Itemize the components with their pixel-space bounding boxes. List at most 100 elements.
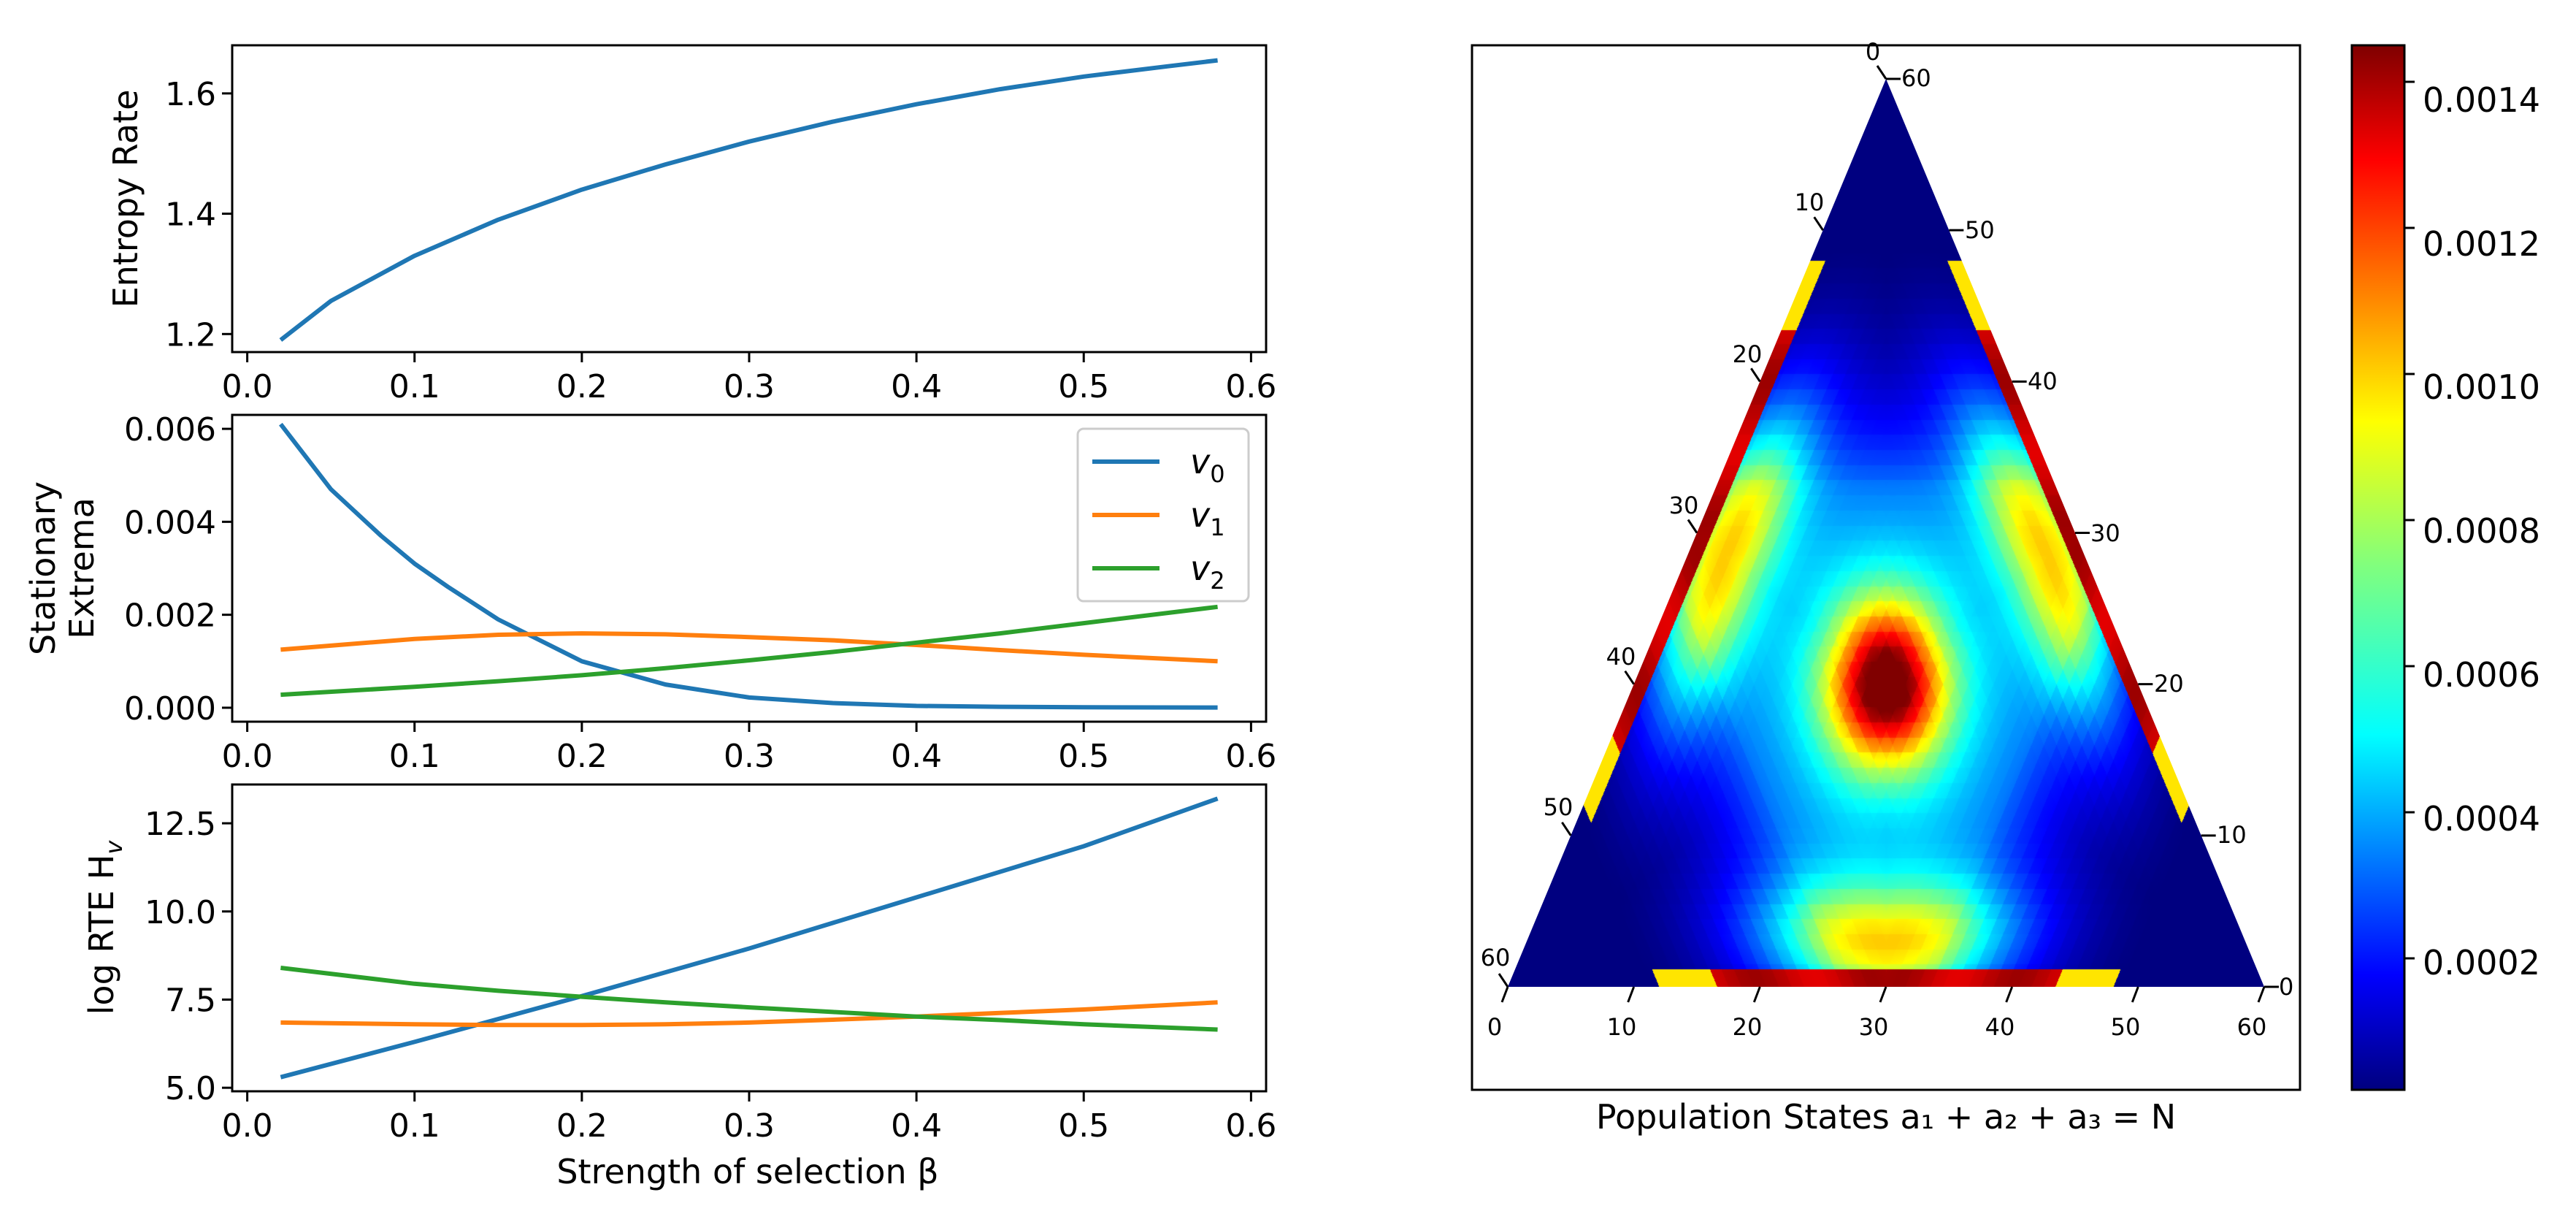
ternary-right-tick: 0 xyxy=(2279,973,2293,1001)
colorbar-gradient xyxy=(2350,44,2406,1091)
ternary-bottom-tick: 30 xyxy=(1859,1013,1889,1041)
ternary-left-tick-mark xyxy=(1813,216,1824,231)
extrema-x-tick-label: 0.4 xyxy=(891,738,942,775)
rte-axes-frame xyxy=(231,783,1268,1093)
extrema-x-tick-label: 0.5 xyxy=(1058,738,1109,775)
colorbar-tick-label: 0.0008 xyxy=(2423,511,2540,551)
ternary-left-ticks: 0 10 20 30 40 50 60 xyxy=(1481,38,1881,971)
ternary-bottom-tick-mark xyxy=(1500,986,1509,1003)
extrema-y-tick-labels: 0.000 0.002 0.004 0.006 xyxy=(124,411,216,728)
series-line-v1 xyxy=(280,631,1218,664)
ternary-bottom-tick-mark xyxy=(1879,986,1887,1003)
extrema-y-axis-label-line2: Extrema xyxy=(62,497,101,639)
extrema-x-tick-labels: 0.0 0.1 0.2 0.3 0.4 0.5 0.6 xyxy=(222,738,1277,775)
series-line-v0 xyxy=(280,796,1219,1080)
extrema-y-tick-label: 0.004 xyxy=(124,504,216,541)
series-line-v2 xyxy=(280,604,1218,698)
extrema-legend: v0 v1 v2 xyxy=(1076,427,1250,603)
ternary-left-tick-mark xyxy=(1561,822,1572,836)
rte-x-tick-label: 0.6 xyxy=(1225,1107,1276,1145)
ternary-bottom-tick: 60 xyxy=(2237,1013,2267,1041)
rte-x-tick-label: 0.1 xyxy=(389,1107,440,1145)
ternary-bottom-tick: 50 xyxy=(2111,1013,2141,1041)
legend-label-v1: v1 xyxy=(1190,495,1225,541)
entropy-x-tick-label: 0.0 xyxy=(222,368,273,405)
rte-y-tick-label: 12.5 xyxy=(145,806,216,843)
rte-y-tick-label: 5.0 xyxy=(165,1070,216,1107)
series-line-v2 xyxy=(280,966,1218,1032)
rte-y-axis-label: log RTE Hv xyxy=(82,840,128,1015)
colorbar-tick-label: 0.0002 xyxy=(2423,943,2540,982)
entropy-x-tick-label: 0.1 xyxy=(389,368,440,405)
ternary-bottom-tick: 10 xyxy=(1607,1013,1637,1041)
entropy-y-tick-label: 1.2 xyxy=(165,316,216,354)
extrema-y-tick-label: 0.002 xyxy=(124,598,216,635)
ternary-right-tick: 30 xyxy=(2090,519,2120,547)
ternary-left-tick: 30 xyxy=(1669,492,1699,519)
extrema-y-tick-label: 0.006 xyxy=(124,411,216,448)
ternary-left-tick: 0 xyxy=(1866,38,1880,66)
extrema-x-tick-label: 0.1 xyxy=(389,738,440,775)
colorbar-tick-label: 0.0012 xyxy=(2423,224,2540,264)
ternary-left-tick: 20 xyxy=(1733,340,1763,368)
entropy-panel: 0.0 0.1 0.2 0.3 0.4 0.5 0.6 1.2 1.4 1.6 … xyxy=(106,44,1277,405)
entropy-y-tick-label: 1.6 xyxy=(165,76,216,113)
entropy-x-tick-labels: 0.0 0.1 0.2 0.3 0.4 0.5 0.6 xyxy=(222,368,1277,405)
ternary-x-axis-label: Population States a₁ + a₂ + a₃ = N xyxy=(1596,1097,2176,1137)
ternary-right-tick: 60 xyxy=(1901,64,1931,92)
ternary-bottom-ticks: 0 10 20 30 40 50 60 xyxy=(1487,1013,2267,1041)
entropy-x-tick-label: 0.3 xyxy=(724,368,775,405)
ternary-left-tick-mark xyxy=(1750,367,1761,383)
ternary-bottom-tick: 40 xyxy=(1985,1013,2015,1041)
rte-y-tick-label: 10.0 xyxy=(145,894,216,931)
colorbar-tick-label: 0.0004 xyxy=(2423,799,2540,839)
extrema-x-tick-label: 0.3 xyxy=(724,738,775,775)
legend-box xyxy=(1076,427,1250,603)
ternary-bottom-tick-mark xyxy=(2257,986,2266,1003)
rte-y-tick-labels: 5.0 7.5 10.0 12.5 xyxy=(145,806,216,1107)
rte-x-tick-label: 0.2 xyxy=(556,1107,607,1145)
colorbar: 0.0002 0.0004 0.0006 0.0008 0.0010 0.001… xyxy=(2350,44,2540,1091)
rte-panel: 0.0 0.1 0.2 0.3 0.4 0.5 0.6 5.0 7.5 10.0… xyxy=(82,783,1276,1191)
entropy-y-tick-label: 1.4 xyxy=(165,196,216,234)
colorbar-tick-label: 0.0010 xyxy=(2423,367,2540,407)
ternary-right-tick: 50 xyxy=(1965,216,1995,244)
ternary-left-tick-mark xyxy=(1876,65,1887,80)
ternary-left-tick: 40 xyxy=(1606,643,1636,671)
ternary-left-tick-mark xyxy=(1687,519,1698,534)
entropy-y-axis-label: Entropy Rate xyxy=(106,90,145,308)
extrema-y-axis-label: Stationary Extrema xyxy=(23,481,101,655)
extrema-x-tick-label: 0.2 xyxy=(556,738,607,775)
colorbar-tick-label: 0.0006 xyxy=(2423,655,2540,695)
ternary-left-tick-mark xyxy=(1498,973,1509,988)
ternary-bottom-tick: 20 xyxy=(1733,1013,1763,1041)
ternary-left-tick: 50 xyxy=(1544,793,1573,821)
ternary-left-tick: 60 xyxy=(1481,944,1511,971)
entropy-axes-frame xyxy=(231,44,1268,354)
entropy-x-tick-label: 0.5 xyxy=(1058,368,1109,405)
entropy-y-tick-labels: 1.2 1.4 1.6 xyxy=(165,76,216,354)
ternary-bottom-tick-mark xyxy=(2005,986,2014,1003)
ternary-left-tick-mark xyxy=(1624,670,1635,685)
ternary-left-tick: 10 xyxy=(1795,188,1825,216)
ternary-right-tick: 40 xyxy=(2028,367,2058,395)
colorbar-tick-marks xyxy=(2404,80,2415,960)
ternary-panel: 0 10 20 30 40 50 60 0 10 20 30 40 50 60 … xyxy=(1471,38,2301,1137)
rte-x-tick-label: 0.5 xyxy=(1058,1107,1109,1145)
ternary-right-ticks: 0 10 20 30 40 50 60 xyxy=(1901,64,2293,1001)
ternary-bottom-tick-mark xyxy=(2131,986,2139,1003)
ternary-bottom-tick-mark xyxy=(1627,986,1636,1003)
series-line-v1 xyxy=(280,1000,1218,1028)
entropy-x-tick-label: 0.6 xyxy=(1225,368,1276,405)
extrema-x-tick-label: 0.6 xyxy=(1225,738,1276,775)
entropy-x-tick-label: 0.2 xyxy=(556,368,607,405)
ternary-right-tick: 10 xyxy=(2217,821,2247,849)
rte-x-tick-label: 0.0 xyxy=(222,1107,273,1145)
colorbar-tick-label: 0.0014 xyxy=(2423,80,2540,120)
extrema-panel: 0.0 0.1 0.2 0.3 0.4 0.5 0.6 0.000 0.002 … xyxy=(23,411,1276,775)
ternary-bottom-tick-mark xyxy=(1752,986,1761,1003)
rte-x-tick-label: 0.4 xyxy=(891,1107,942,1145)
series-line-entropy-rate xyxy=(279,58,1218,342)
entropy-x-tick-label: 0.4 xyxy=(891,368,942,405)
